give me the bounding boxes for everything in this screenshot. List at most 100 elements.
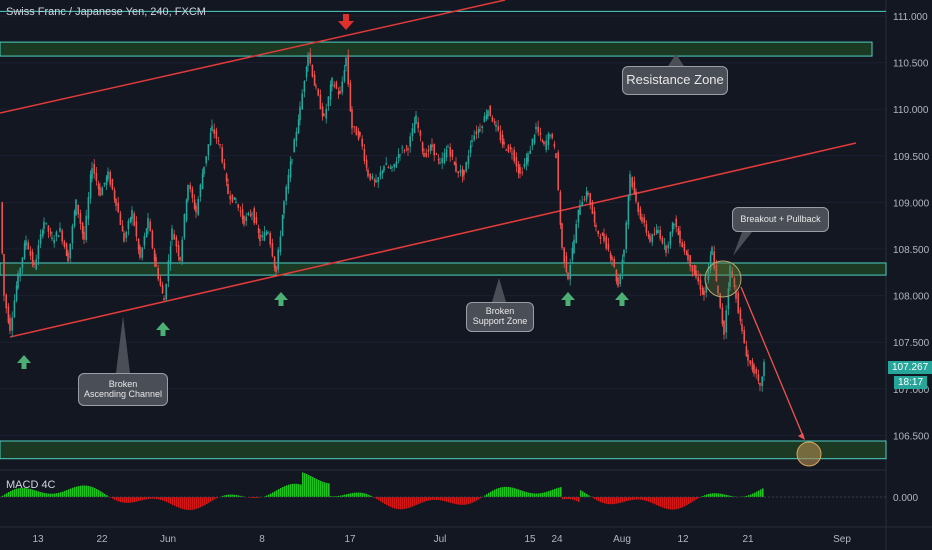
candle-body [395,161,398,168]
candle-body [741,323,743,331]
candle-body [527,153,529,163]
macd-bar [710,493,712,497]
candle-body [743,330,745,344]
breakout-callout-pointer [733,232,752,256]
macd-bar [418,497,420,504]
macd-bar [546,491,548,497]
candle-body [725,310,727,333]
candle-body [635,191,637,202]
candle-body [701,287,704,295]
candle-body [313,74,316,86]
macd-bar [556,488,558,497]
macd-bar [58,492,60,497]
candle-body [221,147,223,163]
candle-body [263,232,266,241]
macd-bar [708,493,710,497]
candle-body [571,247,574,260]
macd-bar [116,497,118,501]
candle-body [365,159,368,168]
candle-body [185,199,188,221]
macd-bar [646,497,648,502]
candle-body [217,140,220,142]
macd-bar [456,497,458,505]
candle-body [655,229,658,234]
macd-bar [158,497,160,500]
candle-body [689,255,691,267]
candle-body [709,255,712,270]
candle-body [575,224,577,243]
candle-body [577,209,580,223]
macd-bar [530,493,532,497]
macd-bar [562,497,564,500]
macd-bar [328,483,330,497]
macd-bar [688,497,690,505]
macd-bar [310,475,312,497]
macd-bar [314,478,316,497]
candle-body [33,263,35,266]
macd-bar [696,497,698,500]
macd-bar [506,486,508,497]
candle-body [717,285,719,294]
macd-bar [54,493,56,497]
candle-body [115,198,117,206]
down-arrow-icon [338,14,354,30]
candle-body [3,254,5,296]
macd-bar [216,497,218,499]
candle-body [343,70,346,82]
macd-bar [318,479,320,497]
candle-body [375,180,377,183]
macd-bar [614,497,616,504]
candle-body [397,154,400,158]
candle-body [47,225,50,232]
candle-body [735,290,737,299]
candle-body [389,167,392,169]
candle-body [147,217,149,229]
macd-bar [2,495,4,497]
candle-body [639,208,642,219]
macd-bar [34,490,36,497]
candle-body [155,257,157,267]
resistance-callout-pointer [668,54,684,66]
macd-bar [670,497,672,510]
candle-body [455,163,457,172]
candle-body [539,132,542,135]
macd-bar [428,497,430,501]
macd-bar [754,492,756,497]
macd-bar [516,488,518,497]
candle-body [213,129,215,134]
macd-bar [398,497,400,510]
candle-body [209,132,212,146]
candle-body [207,144,210,156]
macd-bar [588,495,590,497]
x-tick-label: 8 [259,534,265,545]
macd-bar [718,493,720,497]
macd-bar [442,497,444,501]
candle-body [167,260,170,282]
macd-bar [366,494,368,497]
candle-body [77,204,79,215]
candle-body [561,223,563,248]
candle-body [151,230,154,248]
candle-body [165,284,167,300]
macd-bar [414,497,416,506]
candle-body [153,250,156,261]
candle-body [11,317,13,331]
macd-bar [584,492,586,497]
macd-bar [526,492,528,497]
candle-body [641,217,643,222]
candle-body [179,257,181,261]
macd-bar [104,493,106,497]
channel-callout: Broken Ascending Channel [78,373,168,406]
candle-body [335,82,338,89]
macd-bar [712,493,714,497]
candle-body [63,241,66,247]
candle-body [697,276,699,282]
candle-body [109,171,111,185]
macd-bar [146,497,148,500]
candle-body [223,162,226,169]
macd-bar [276,490,278,497]
candle-body [695,270,697,278]
macd-bar [156,497,158,500]
candle-body [691,265,694,272]
